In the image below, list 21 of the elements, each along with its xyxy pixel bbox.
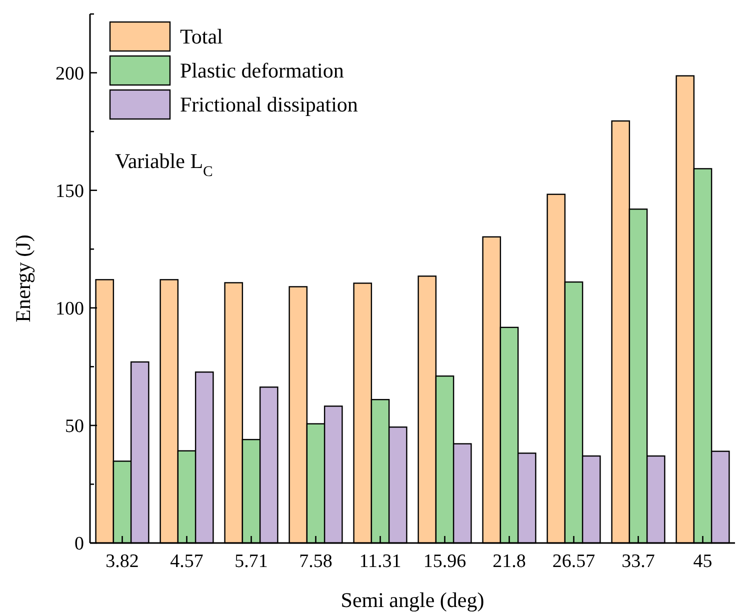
y-tick-label: 200 bbox=[56, 63, 84, 84]
y-tick-label: 100 bbox=[56, 298, 84, 320]
x-tick-label: 15.96 bbox=[423, 551, 466, 572]
y-tick-label: 0 bbox=[74, 534, 84, 555]
x-tick-label: 4.57 bbox=[170, 551, 204, 572]
x-tick-label: 26.57 bbox=[552, 551, 596, 572]
x-tick-label: 45 bbox=[693, 551, 712, 572]
x-tick-label: 7.58 bbox=[299, 551, 332, 572]
x-axis-title: Semi angle (deg) bbox=[340, 588, 484, 612]
y-axis-title: Energy (J) bbox=[11, 234, 35, 322]
x-tick-label: 21.8 bbox=[492, 551, 526, 572]
x-tick-label: 5.71 bbox=[234, 551, 268, 572]
x-tick-label: 11.31 bbox=[359, 551, 402, 572]
y-tick-label: 50 bbox=[65, 416, 84, 438]
annotation: Variable L$_{C}$ bbox=[115, 149, 213, 180]
legend-label: Plastic deformation bbox=[180, 58, 344, 82]
x-tick-label: 3.82 bbox=[106, 551, 139, 572]
legend-label: Frictional dissipation bbox=[180, 92, 358, 116]
x-tick-label: 33.7 bbox=[622, 551, 655, 572]
y-tick-label: 150 bbox=[56, 180, 84, 202]
legend-label: Total bbox=[180, 24, 224, 48]
